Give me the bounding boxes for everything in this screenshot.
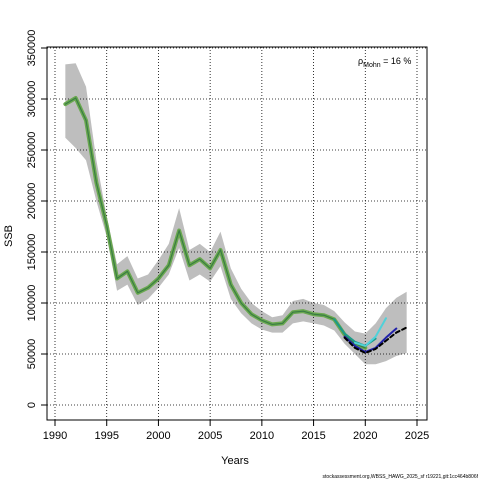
series-layer <box>63 95 408 354</box>
rho-value: = 16 % <box>381 56 412 66</box>
footnote: stockassessment.org,WBSS_HAWG_2025_sf r1… <box>323 474 479 480</box>
x-tick-label-2025: 2025 <box>405 430 429 442</box>
x-tick-label-2000: 2000 <box>146 430 170 442</box>
x-tick-label-2010: 2010 <box>250 430 274 442</box>
y-tick-label-50000: 50000 <box>26 339 38 370</box>
y-tick-label-150000: 150000 <box>26 234 38 271</box>
confidence-band <box>65 63 407 365</box>
y-tick-label-300000: 300000 <box>26 81 38 118</box>
axis-layer: 1990 1995 2000 2005 2010 2015 2020 2025 0 50000 10… <box>26 30 429 442</box>
x-axis-title: Years <box>221 455 249 467</box>
y-tick-label-250000: 250000 <box>26 132 38 169</box>
confidence-band-layer <box>65 63 407 365</box>
y-axis-title: SSB <box>3 225 15 247</box>
y-tick-label-200000: 200000 <box>26 183 38 220</box>
grid-layer <box>47 47 427 420</box>
y-tick-label-0: 0 <box>26 402 38 408</box>
y-tick-label-350000: 350000 <box>26 30 38 67</box>
series-line-main-inner <box>64 97 366 349</box>
x-tick-label-2020: 2020 <box>353 430 377 442</box>
series-line-peel_2023 <box>343 326 408 354</box>
rho-subscript: Mohn <box>363 62 381 69</box>
mohn-rho-annotation: ρMohn = 16 % <box>358 56 411 69</box>
x-tick-label-1990: 1990 <box>43 430 67 442</box>
rho-symbol: ρ <box>358 56 363 66</box>
series-line-peel_2021 <box>353 317 387 347</box>
plot-frame <box>46 46 428 421</box>
x-tick-label-2005: 2005 <box>198 430 222 442</box>
x-tick-label-2015: 2015 <box>301 430 325 442</box>
x-tick-label-1995: 1995 <box>94 430 118 442</box>
y-tick-label-100000: 100000 <box>26 285 38 322</box>
